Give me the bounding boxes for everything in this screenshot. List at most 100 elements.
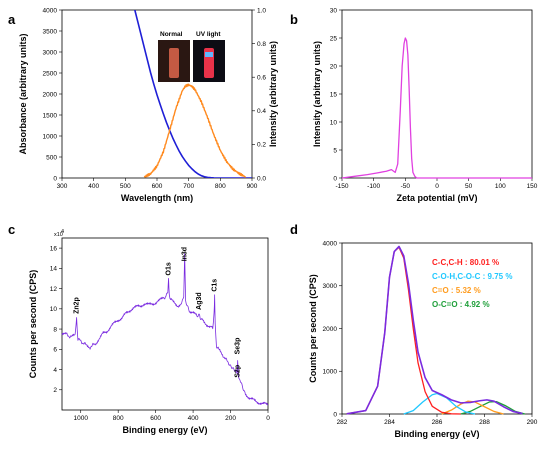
panel-c-y-tick-label: 12 (50, 286, 58, 293)
panel-c-x-tick-label: 1000 (73, 415, 88, 422)
panel-b-x-tick-label: 50 (465, 183, 473, 190)
panel-b: b -150 -100 -50 0 50 100 150 0 5 10 15 20 25 30 Zeta p… (290, 7, 538, 203)
panel-c-y-tick-label: 16 (50, 245, 58, 252)
panel-d-y-axis-title: Counts per second (CPS) (308, 274, 318, 383)
panel-c-y-tick-label: 4 (53, 367, 57, 374)
panel-a-y-tick-label: 2000 (43, 91, 58, 98)
panel-d-x-tick-label: 286 (432, 419, 443, 426)
panel-b-plot: -150 -100 -50 0 50 100 150 0 5 10 15 20 25 30 Zeta pot… (312, 7, 538, 203)
peak-oco-line (460, 400, 526, 415)
panel-c-multiplier: x10 (54, 232, 63, 238)
panel-c-x-tick-label: 200 (225, 415, 236, 422)
panel-b-x-tick-label: 150 (527, 183, 538, 190)
peak-label: C1s (212, 279, 219, 292)
panel-a-y-tick-label: 3500 (43, 28, 58, 35)
panel-d-frame (341, 242, 533, 415)
panel-letter-b: b (290, 12, 298, 27)
panel-d-y-tick-label: 4000 (323, 240, 338, 247)
panel-a-y-tick-label: 500 (46, 154, 57, 161)
inset-label-uv: UV light (196, 31, 221, 38)
panel-b-x-tick-label: 0 (435, 183, 439, 190)
panel-b-y-tick-label: 25 (330, 35, 338, 42)
panel-a-x-tick-label: 900 (247, 183, 258, 190)
panel-a-plot: 300 400 500 600 700 800 900 0 500 1000 1500 2000 250… (18, 7, 278, 203)
panel-d-y-tick-label: 0 (333, 411, 337, 418)
panel-b-x-tick-label: -100 (367, 183, 380, 190)
panel-c-x-tick-label: 0 (266, 415, 270, 422)
panel-a-x-tick-label: 800 (215, 183, 226, 190)
panel-c-x-tick-label: 800 (113, 415, 124, 422)
panel-a-x-tick-label: 600 (152, 183, 163, 190)
panel-d-legend: C-C,C-H : 80.01 % C-O-H,C-O-C : 9.75 % C… (432, 258, 512, 309)
panel-a-y-right-tick-label: 0.6 (257, 75, 266, 82)
panel-a-y-right-tick-label: 0.0 (257, 175, 266, 182)
panel-a-y-right-axis-title: Intensity (arbitrary units) (268, 41, 278, 147)
legend-coh: C-O-H,C-O-C : 9.75 % (432, 272, 512, 281)
peak-envelope-line (346, 245, 523, 415)
panel-d-x-tick-label: 290 (527, 419, 538, 426)
panel-c-y-tick-label: 14 (50, 266, 58, 273)
panel-b-y-tick-label: 30 (330, 7, 338, 14)
panel-a-x-tick-label: 500 (120, 183, 131, 190)
panel-a-y-tick-label: 1000 (43, 133, 58, 140)
panel-letter-d: d (290, 222, 298, 237)
peak-label: O1s (166, 262, 173, 275)
panel-a-y-right-tick-label: 0.2 (257, 142, 266, 149)
panel-a-series (134, 10, 252, 178)
panel-a-y-tick-label: 4000 (43, 7, 58, 14)
panel-a-y-right-tick-label: 1.0 (257, 7, 266, 14)
legend-oco: O-C=O : 4.92 % (432, 300, 490, 309)
panel-letter-c: c (8, 222, 15, 237)
panel-d-x-tick-label: 288 (479, 419, 490, 426)
panel-a-y-tick-label: 1500 (43, 112, 58, 119)
panel-b-y-tick-label: 20 (330, 63, 338, 70)
panel-d: d 282 284 286 288 290 0 1000 2000 3000 4000 Bindin… (290, 222, 538, 439)
panel-c-y-tick-label: 10 (50, 306, 58, 313)
panel-b-y-tick-label: 5 (333, 147, 337, 154)
panel-a-x-tick-label: 400 (88, 183, 99, 190)
panel-a-y-tick-label: 2500 (43, 70, 58, 77)
panel-d-plot: 282 284 286 288 290 0 1000 2000 3000 4000 Binding … (308, 240, 538, 439)
panel-b-y-tick-label: 15 (330, 91, 338, 98)
panel-c-multiplier-exp: 4 (61, 229, 64, 235)
peak-label: Ag3d (196, 292, 203, 310)
panel-c-y-tick-label: 8 (53, 326, 57, 333)
peak-label: S2p (234, 365, 241, 378)
panel-d-y-tick-label: 2000 (323, 326, 338, 333)
panel-c: c 1000 800 600 400 200 0 2 4 6 8 10 12 14 16 Binding e… (8, 222, 270, 435)
inset-label-normal: Normal (160, 31, 183, 38)
panel-a-y-tick-label: 0 (53, 175, 57, 182)
panel-b-y-axis-title: Intensity (arbitrary units) (312, 41, 322, 147)
peak-label: In3d (182, 247, 189, 261)
panel-c-y-axis-title: Counts per second (CPS) (28, 270, 38, 379)
panel-b-x-axis-title: Zeta potential (mV) (396, 193, 477, 203)
panel-b-x-tick-label: 100 (495, 183, 506, 190)
peak-label: Zn2p (74, 297, 81, 314)
legend-cc: C-C,C-H : 80.01 % (432, 258, 499, 267)
panel-a-x-tick-label: 300 (57, 183, 68, 190)
panel-c-x-axis-title: Binding energy (eV) (122, 425, 207, 435)
vial-normal (169, 48, 179, 78)
panel-c-y-tick-label: 6 (53, 347, 57, 354)
panel-b-y-tick-label: 10 (330, 119, 338, 126)
legend-co: C=O : 5.32 % (432, 286, 481, 295)
panel-a-y-right-tick-label: 0.4 (257, 108, 266, 115)
panel-d-x-tick-label: 284 (384, 419, 395, 426)
panel-d-x-tick-label: 282 (337, 419, 348, 426)
survey-line (61, 253, 269, 406)
panel-a-x-axis-title: Wavelength (nm) (121, 193, 193, 203)
panel-d-x-axis-title: Binding energy (eV) (394, 429, 479, 439)
emission-line (143, 83, 247, 178)
panel-c-plot: 1000 800 600 400 200 0 2 4 6 8 10 12 14 16 Binding ene… (28, 229, 270, 435)
panel-a-x-tick-label: 700 (183, 183, 194, 190)
panel-c-y-tick-label: 2 (53, 387, 57, 394)
vial-uv-label (205, 52, 213, 57)
peak-label: Se3p (235, 338, 242, 355)
panel-b-frame (341, 9, 533, 179)
panel-c-x-tick-label: 600 (150, 415, 161, 422)
panel-c-frame (61, 237, 269, 411)
panel-b-x-tick-label: -150 (335, 183, 348, 190)
absorbance-line (134, 10, 252, 178)
panel-c-x-tick-label: 400 (188, 415, 199, 422)
zeta-line (341, 37, 532, 179)
